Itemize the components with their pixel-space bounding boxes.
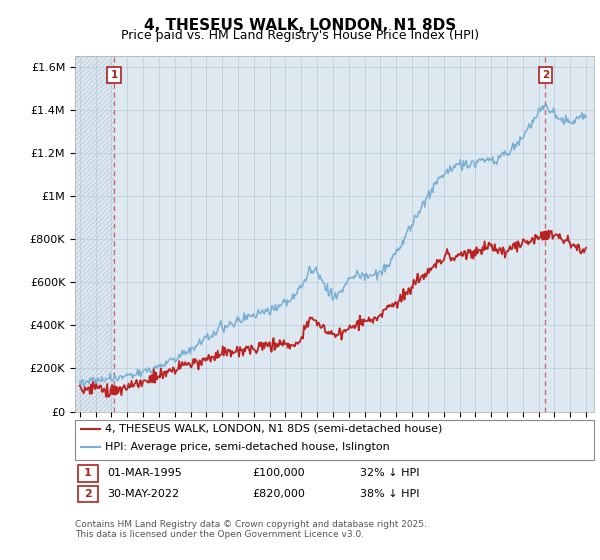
Text: Contains HM Land Registry data © Crown copyright and database right 2025.
This d: Contains HM Land Registry data © Crown c… (75, 520, 427, 539)
Text: £820,000: £820,000 (252, 489, 305, 499)
Text: 2: 2 (542, 70, 549, 80)
Text: HPI: Average price, semi-detached house, Islington: HPI: Average price, semi-detached house,… (105, 442, 390, 452)
Text: 1: 1 (84, 468, 92, 478)
Text: Price paid vs. HM Land Registry's House Price Index (HPI): Price paid vs. HM Land Registry's House … (121, 29, 479, 42)
Text: 32% ↓ HPI: 32% ↓ HPI (360, 468, 419, 478)
Text: 1: 1 (110, 70, 118, 80)
Text: 4, THESEUS WALK, LONDON, N1 8DS: 4, THESEUS WALK, LONDON, N1 8DS (144, 18, 456, 33)
Text: 38% ↓ HPI: 38% ↓ HPI (360, 489, 419, 499)
Text: 2: 2 (84, 489, 92, 499)
Text: £100,000: £100,000 (252, 468, 305, 478)
Text: 01-MAR-1995: 01-MAR-1995 (107, 468, 182, 478)
Text: 30-MAY-2022: 30-MAY-2022 (107, 489, 179, 499)
Text: 4, THESEUS WALK, LONDON, N1 8DS (semi-detached house): 4, THESEUS WALK, LONDON, N1 8DS (semi-de… (105, 424, 442, 434)
